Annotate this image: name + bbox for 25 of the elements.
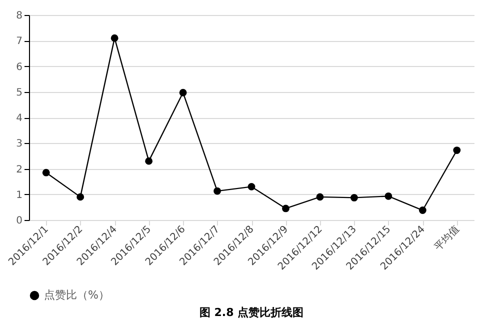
point xyxy=(248,182,256,190)
point xyxy=(42,168,50,176)
point xyxy=(145,157,153,165)
y-tick-label: 8 xyxy=(16,10,22,22)
legend-label: 点赞比（%） xyxy=(44,288,110,302)
y-tick-label: 6 xyxy=(16,62,22,73)
point xyxy=(179,88,187,96)
point xyxy=(384,192,392,200)
y-tick-label: 5 xyxy=(16,87,22,98)
caption: 图 2.8 点赞比折线图 xyxy=(199,306,304,319)
point xyxy=(418,206,426,214)
y-tick-label: 0 xyxy=(16,216,22,226)
y-tick-label: 4 xyxy=(16,113,22,124)
point xyxy=(350,194,358,202)
point xyxy=(316,193,324,201)
y-tick-label: 3 xyxy=(16,138,22,150)
point xyxy=(453,146,461,154)
point xyxy=(282,204,290,212)
y-tick-label: 1 xyxy=(16,190,22,201)
point xyxy=(76,193,84,201)
y-tick-label: 7 xyxy=(16,36,22,48)
point xyxy=(214,187,221,195)
point xyxy=(110,34,118,42)
x-tick-label: 平均值 xyxy=(432,223,462,253)
y-tick-label: 2 xyxy=(16,164,22,176)
